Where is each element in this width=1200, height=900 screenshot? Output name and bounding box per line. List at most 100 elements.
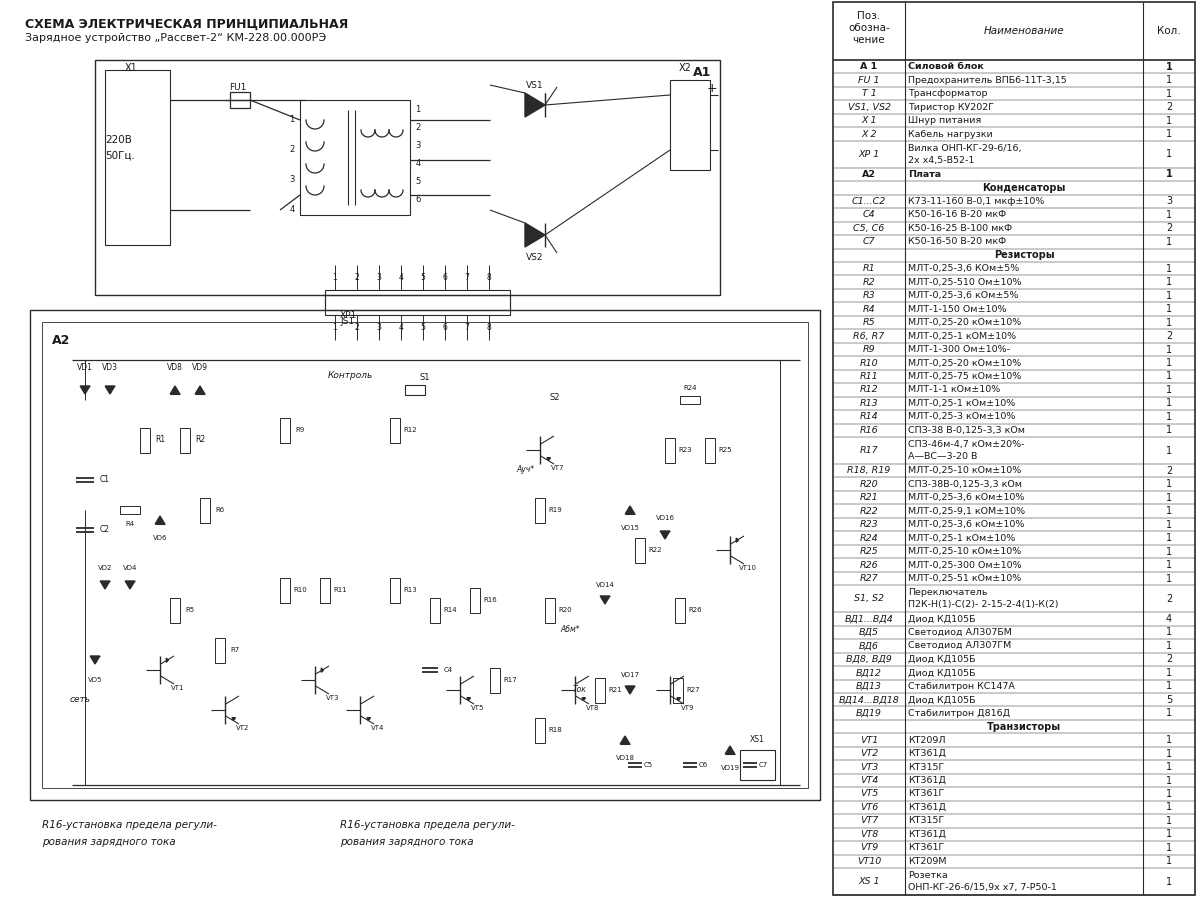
Text: VD4: VD4 bbox=[122, 565, 137, 571]
Text: R24: R24 bbox=[859, 534, 878, 543]
Text: МЛТ-0,25-1 кОм±10%: МЛТ-0,25-1 кОм±10% bbox=[908, 399, 1015, 408]
Polygon shape bbox=[625, 686, 635, 694]
Text: ВД8, ВД9: ВД8, ВД9 bbox=[846, 655, 892, 664]
Bar bbox=[670, 80, 710, 170]
Bar bbox=[406, 385, 425, 395]
Bar bbox=[635, 537, 646, 562]
Text: A2: A2 bbox=[862, 170, 876, 179]
Text: 1: 1 bbox=[1166, 519, 1172, 529]
Text: КТ361Д: КТ361Д bbox=[908, 776, 946, 785]
Text: МЛТ-1-150 Ом±10%: МЛТ-1-150 Ом±10% bbox=[908, 305, 1007, 314]
Text: VD9: VD9 bbox=[192, 364, 208, 373]
Bar bbox=[430, 598, 440, 623]
Bar bbox=[95, 60, 720, 295]
Text: R2: R2 bbox=[863, 278, 875, 287]
Text: 1: 1 bbox=[1165, 62, 1172, 72]
Text: Наименование: Наименование bbox=[984, 26, 1064, 36]
Text: VT5: VT5 bbox=[860, 789, 878, 798]
Bar bbox=[30, 310, 820, 800]
Bar bbox=[280, 418, 290, 443]
Bar bbox=[300, 100, 410, 215]
Text: R16-установка предела регули-: R16-установка предела регули- bbox=[340, 820, 515, 830]
Text: R21: R21 bbox=[608, 687, 622, 693]
Text: КТ209М: КТ209М bbox=[908, 857, 947, 866]
Text: R18: R18 bbox=[548, 727, 562, 733]
Text: 1: 1 bbox=[1166, 803, 1172, 813]
Text: R1: R1 bbox=[155, 436, 166, 445]
Text: 50Гц.: 50Гц. bbox=[106, 151, 134, 161]
Text: Трансформатор: Трансформатор bbox=[908, 89, 988, 98]
Text: 1: 1 bbox=[1166, 115, 1172, 126]
Text: 6: 6 bbox=[415, 195, 421, 204]
Text: 1: 1 bbox=[1166, 856, 1172, 867]
Text: R5: R5 bbox=[863, 318, 875, 327]
Text: VT8: VT8 bbox=[587, 705, 600, 711]
Text: 3: 3 bbox=[377, 273, 382, 282]
Text: 1: 1 bbox=[1166, 149, 1172, 159]
Text: 1: 1 bbox=[1166, 412, 1172, 422]
Text: R4: R4 bbox=[126, 521, 134, 527]
Text: 1: 1 bbox=[1166, 708, 1172, 718]
Text: МЛТ-0,25-10 кОм±10%: МЛТ-0,25-10 кОм±10% bbox=[908, 466, 1021, 475]
Bar bbox=[740, 750, 775, 780]
Text: А—ВС—3-20 В: А—ВС—3-20 В bbox=[908, 452, 977, 461]
Text: 1: 1 bbox=[1166, 304, 1172, 314]
Text: 2: 2 bbox=[1166, 102, 1172, 112]
Text: рования зарядного тока: рования зарядного тока bbox=[42, 837, 175, 847]
Text: МЛТ-0,25-51 кОм±10%: МЛТ-0,25-51 кОм±10% bbox=[908, 574, 1021, 583]
Text: 1: 1 bbox=[415, 105, 421, 114]
Text: 1: 1 bbox=[1166, 318, 1172, 328]
Polygon shape bbox=[322, 668, 324, 672]
Text: R16-установка предела регули-: R16-установка предела регули- bbox=[42, 820, 217, 830]
Text: СПЗ-38 В-0,125-3,3 кОм: СПЗ-38 В-0,125-3,3 кОм bbox=[908, 426, 1025, 435]
Text: 1: 1 bbox=[1166, 627, 1172, 637]
Text: КТ361Д: КТ361Д bbox=[908, 830, 946, 839]
Text: 6: 6 bbox=[443, 273, 448, 282]
Text: R27: R27 bbox=[859, 574, 878, 583]
Text: 5: 5 bbox=[420, 273, 426, 282]
Text: R2: R2 bbox=[194, 436, 205, 445]
Text: Диод КД105Б: Диод КД105Б bbox=[908, 615, 976, 624]
Text: 1: 1 bbox=[1166, 426, 1172, 436]
Text: 1: 1 bbox=[1166, 385, 1172, 395]
Text: Резисторы: Резисторы bbox=[994, 250, 1055, 260]
Bar bbox=[140, 428, 150, 453]
Bar bbox=[490, 668, 500, 692]
Polygon shape bbox=[125, 581, 134, 589]
Text: VD2: VD2 bbox=[98, 565, 112, 571]
Bar bbox=[833, 2, 1195, 895]
Text: МЛТ-0,25-300 Ом±10%: МЛТ-0,25-300 Ом±10% bbox=[908, 561, 1021, 570]
Text: 1: 1 bbox=[332, 323, 337, 332]
Text: 1: 1 bbox=[1166, 210, 1172, 220]
Text: 1: 1 bbox=[1166, 291, 1172, 301]
Text: R5: R5 bbox=[186, 607, 194, 613]
Polygon shape bbox=[526, 223, 545, 247]
Text: 1: 1 bbox=[1165, 169, 1172, 179]
Text: VT7: VT7 bbox=[860, 816, 878, 825]
Bar bbox=[535, 717, 545, 742]
Text: МЛТ-0,25-510 Ом±10%: МЛТ-0,25-510 Ом±10% bbox=[908, 278, 1021, 287]
Text: К50-16-16 В-20 мкФ: К50-16-16 В-20 мкФ bbox=[908, 211, 1006, 220]
Polygon shape bbox=[725, 746, 734, 754]
Text: FU 1: FU 1 bbox=[858, 76, 880, 85]
Text: Транзисторы: Транзисторы bbox=[986, 722, 1061, 732]
Bar bbox=[215, 637, 226, 662]
Text: 1: 1 bbox=[1166, 533, 1172, 543]
Text: Ауч*: Ауч* bbox=[516, 465, 534, 474]
Text: A1: A1 bbox=[692, 66, 712, 78]
Text: R11: R11 bbox=[334, 587, 347, 593]
Bar bbox=[42, 322, 808, 788]
Bar bbox=[545, 598, 554, 623]
Text: 2: 2 bbox=[355, 323, 359, 332]
Text: 1: 1 bbox=[1166, 546, 1172, 556]
Polygon shape bbox=[106, 386, 115, 394]
Polygon shape bbox=[677, 698, 680, 700]
Text: 4: 4 bbox=[398, 323, 403, 332]
Text: 220В: 220В bbox=[106, 135, 132, 145]
Text: X 2: X 2 bbox=[862, 130, 877, 139]
Text: 1: 1 bbox=[332, 273, 337, 282]
Text: R27: R27 bbox=[686, 687, 700, 693]
Text: 1: 1 bbox=[1166, 830, 1172, 840]
Text: Переключатель: Переключатель bbox=[908, 589, 988, 598]
Bar bbox=[595, 678, 605, 703]
